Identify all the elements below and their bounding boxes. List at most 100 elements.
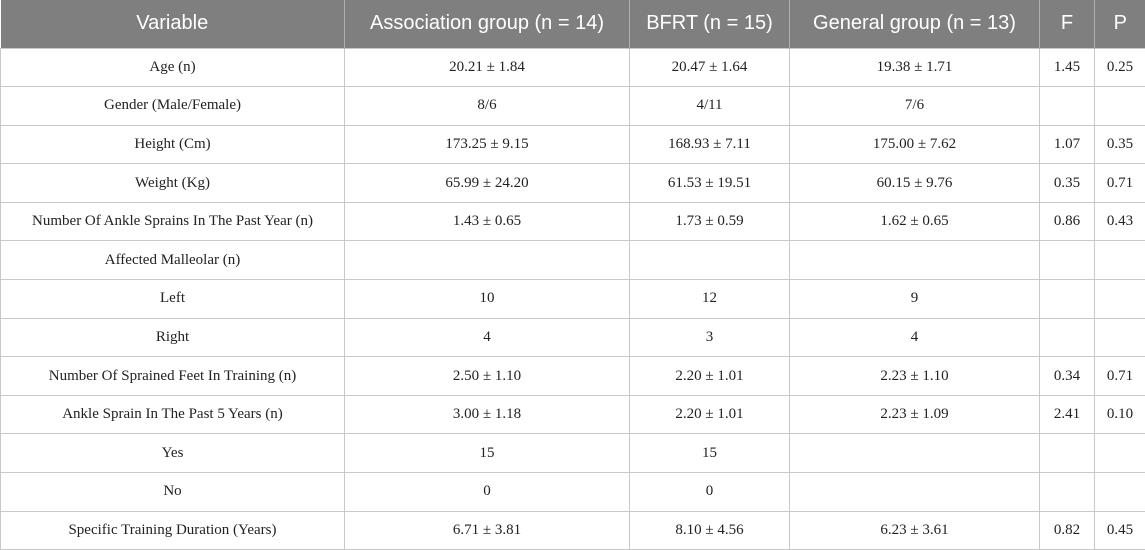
cell-f	[1040, 434, 1095, 473]
cell-p	[1095, 280, 1145, 319]
cell-p	[1095, 318, 1145, 357]
cell-variable: Specific Training Duration (Years)	[1, 511, 345, 550]
cell-association-group: 8/6	[345, 87, 630, 126]
cell-p: 0.35	[1095, 125, 1145, 164]
cell-general-group: 19.38 ± 1.71	[790, 48, 1040, 87]
cell-general-group: 60.15 ± 9.76	[790, 164, 1040, 203]
cell-general-group	[790, 473, 1040, 512]
table-header: Variable Association group (n = 14) BFRT…	[1, 0, 1145, 48]
table-row: Ankle Sprain In The Past 5 Years (n)3.00…	[1, 395, 1145, 434]
cell-bfrt: 3	[630, 318, 790, 357]
cell-bfrt: 2.20 ± 1.01	[630, 395, 790, 434]
cell-general-group: 1.62 ± 0.65	[790, 202, 1040, 241]
cell-f	[1040, 473, 1095, 512]
cell-association-group: 6.71 ± 3.81	[345, 511, 630, 550]
cell-bfrt	[630, 241, 790, 280]
cell-association-group: 65.99 ± 24.20	[345, 164, 630, 203]
cell-f	[1040, 280, 1095, 319]
cell-association-group: 173.25 ± 9.15	[345, 125, 630, 164]
cell-bfrt: 168.93 ± 7.11	[630, 125, 790, 164]
cell-general-group: 9	[790, 280, 1040, 319]
cell-p: 0.71	[1095, 164, 1145, 203]
cell-variable: Yes	[1, 434, 345, 473]
cell-association-group: 1.43 ± 0.65	[345, 202, 630, 241]
cell-f: 1.45	[1040, 48, 1095, 87]
cell-variable: Left	[1, 280, 345, 319]
header-bfrt: BFRT (n = 15)	[630, 0, 790, 48]
cell-p	[1095, 87, 1145, 126]
cell-bfrt: 8.10 ± 4.56	[630, 511, 790, 550]
cell-bfrt: 61.53 ± 19.51	[630, 164, 790, 203]
cell-p: 0.71	[1095, 357, 1145, 396]
header-row: Variable Association group (n = 14) BFRT…	[1, 0, 1145, 48]
cell-variable: No	[1, 473, 345, 512]
cell-p	[1095, 434, 1145, 473]
cell-general-group	[790, 434, 1040, 473]
cell-association-group: 2.50 ± 1.10	[345, 357, 630, 396]
cell-f	[1040, 318, 1095, 357]
cell-general-group	[790, 241, 1040, 280]
cell-bfrt: 1.73 ± 0.59	[630, 202, 790, 241]
cell-association-group	[345, 241, 630, 280]
table-row: Number Of Ankle Sprains In The Past Year…	[1, 202, 1145, 241]
cell-general-group: 2.23 ± 1.10	[790, 357, 1040, 396]
cell-association-group: 3.00 ± 1.18	[345, 395, 630, 434]
cell-bfrt: 15	[630, 434, 790, 473]
cell-bfrt: 4/11	[630, 87, 790, 126]
cell-general-group: 6.23 ± 3.61	[790, 511, 1040, 550]
cell-association-group: 15	[345, 434, 630, 473]
cell-f: 0.35	[1040, 164, 1095, 203]
cell-f: 0.34	[1040, 357, 1095, 396]
header-variable: Variable	[1, 0, 345, 48]
cell-f: 1.07	[1040, 125, 1095, 164]
cell-p: 0.45	[1095, 511, 1145, 550]
cell-f: 0.86	[1040, 202, 1095, 241]
cell-general-group: 7/6	[790, 87, 1040, 126]
cell-p: 0.10	[1095, 395, 1145, 434]
cell-p: 0.43	[1095, 202, 1145, 241]
cell-f: 2.41	[1040, 395, 1095, 434]
cell-variable: Height (Cm)	[1, 125, 345, 164]
cell-bfrt: 12	[630, 280, 790, 319]
cell-general-group: 175.00 ± 7.62	[790, 125, 1040, 164]
header-f: F	[1040, 0, 1095, 48]
header-general-group: General group (n = 13)	[790, 0, 1040, 48]
cell-p	[1095, 473, 1145, 512]
cell-f	[1040, 87, 1095, 126]
cell-association-group: 20.21 ± 1.84	[345, 48, 630, 87]
cell-variable: Right	[1, 318, 345, 357]
cell-general-group: 4	[790, 318, 1040, 357]
cell-bfrt: 0	[630, 473, 790, 512]
cell-p	[1095, 241, 1145, 280]
cell-bfrt: 20.47 ± 1.64	[630, 48, 790, 87]
cell-f	[1040, 241, 1095, 280]
cell-variable: Age (n)	[1, 48, 345, 87]
cell-variable: Gender (Male/Female)	[1, 87, 345, 126]
cell-association-group: 10	[345, 280, 630, 319]
cell-bfrt: 2.20 ± 1.01	[630, 357, 790, 396]
cell-variable: Weight (Kg)	[1, 164, 345, 203]
cell-f: 0.82	[1040, 511, 1095, 550]
cell-variable: Ankle Sprain In The Past 5 Years (n)	[1, 395, 345, 434]
header-p: P	[1095, 0, 1145, 48]
cell-p: 0.25	[1095, 48, 1145, 87]
cell-variable: Affected Malleolar (n)	[1, 241, 345, 280]
cell-general-group: 2.23 ± 1.09	[790, 395, 1040, 434]
cell-variable: Number Of Ankle Sprains In The Past Year…	[1, 202, 345, 241]
table-row: Specific Training Duration (Years)6.71 ±…	[1, 511, 1145, 550]
header-association-group: Association group (n = 14)	[345, 0, 630, 48]
cell-association-group: 4	[345, 318, 630, 357]
table-row: Number Of Sprained Feet In Training (n)2…	[1, 357, 1145, 396]
cell-association-group: 0	[345, 473, 630, 512]
table-row: Affected Malleolar (n)	[1, 241, 1145, 280]
